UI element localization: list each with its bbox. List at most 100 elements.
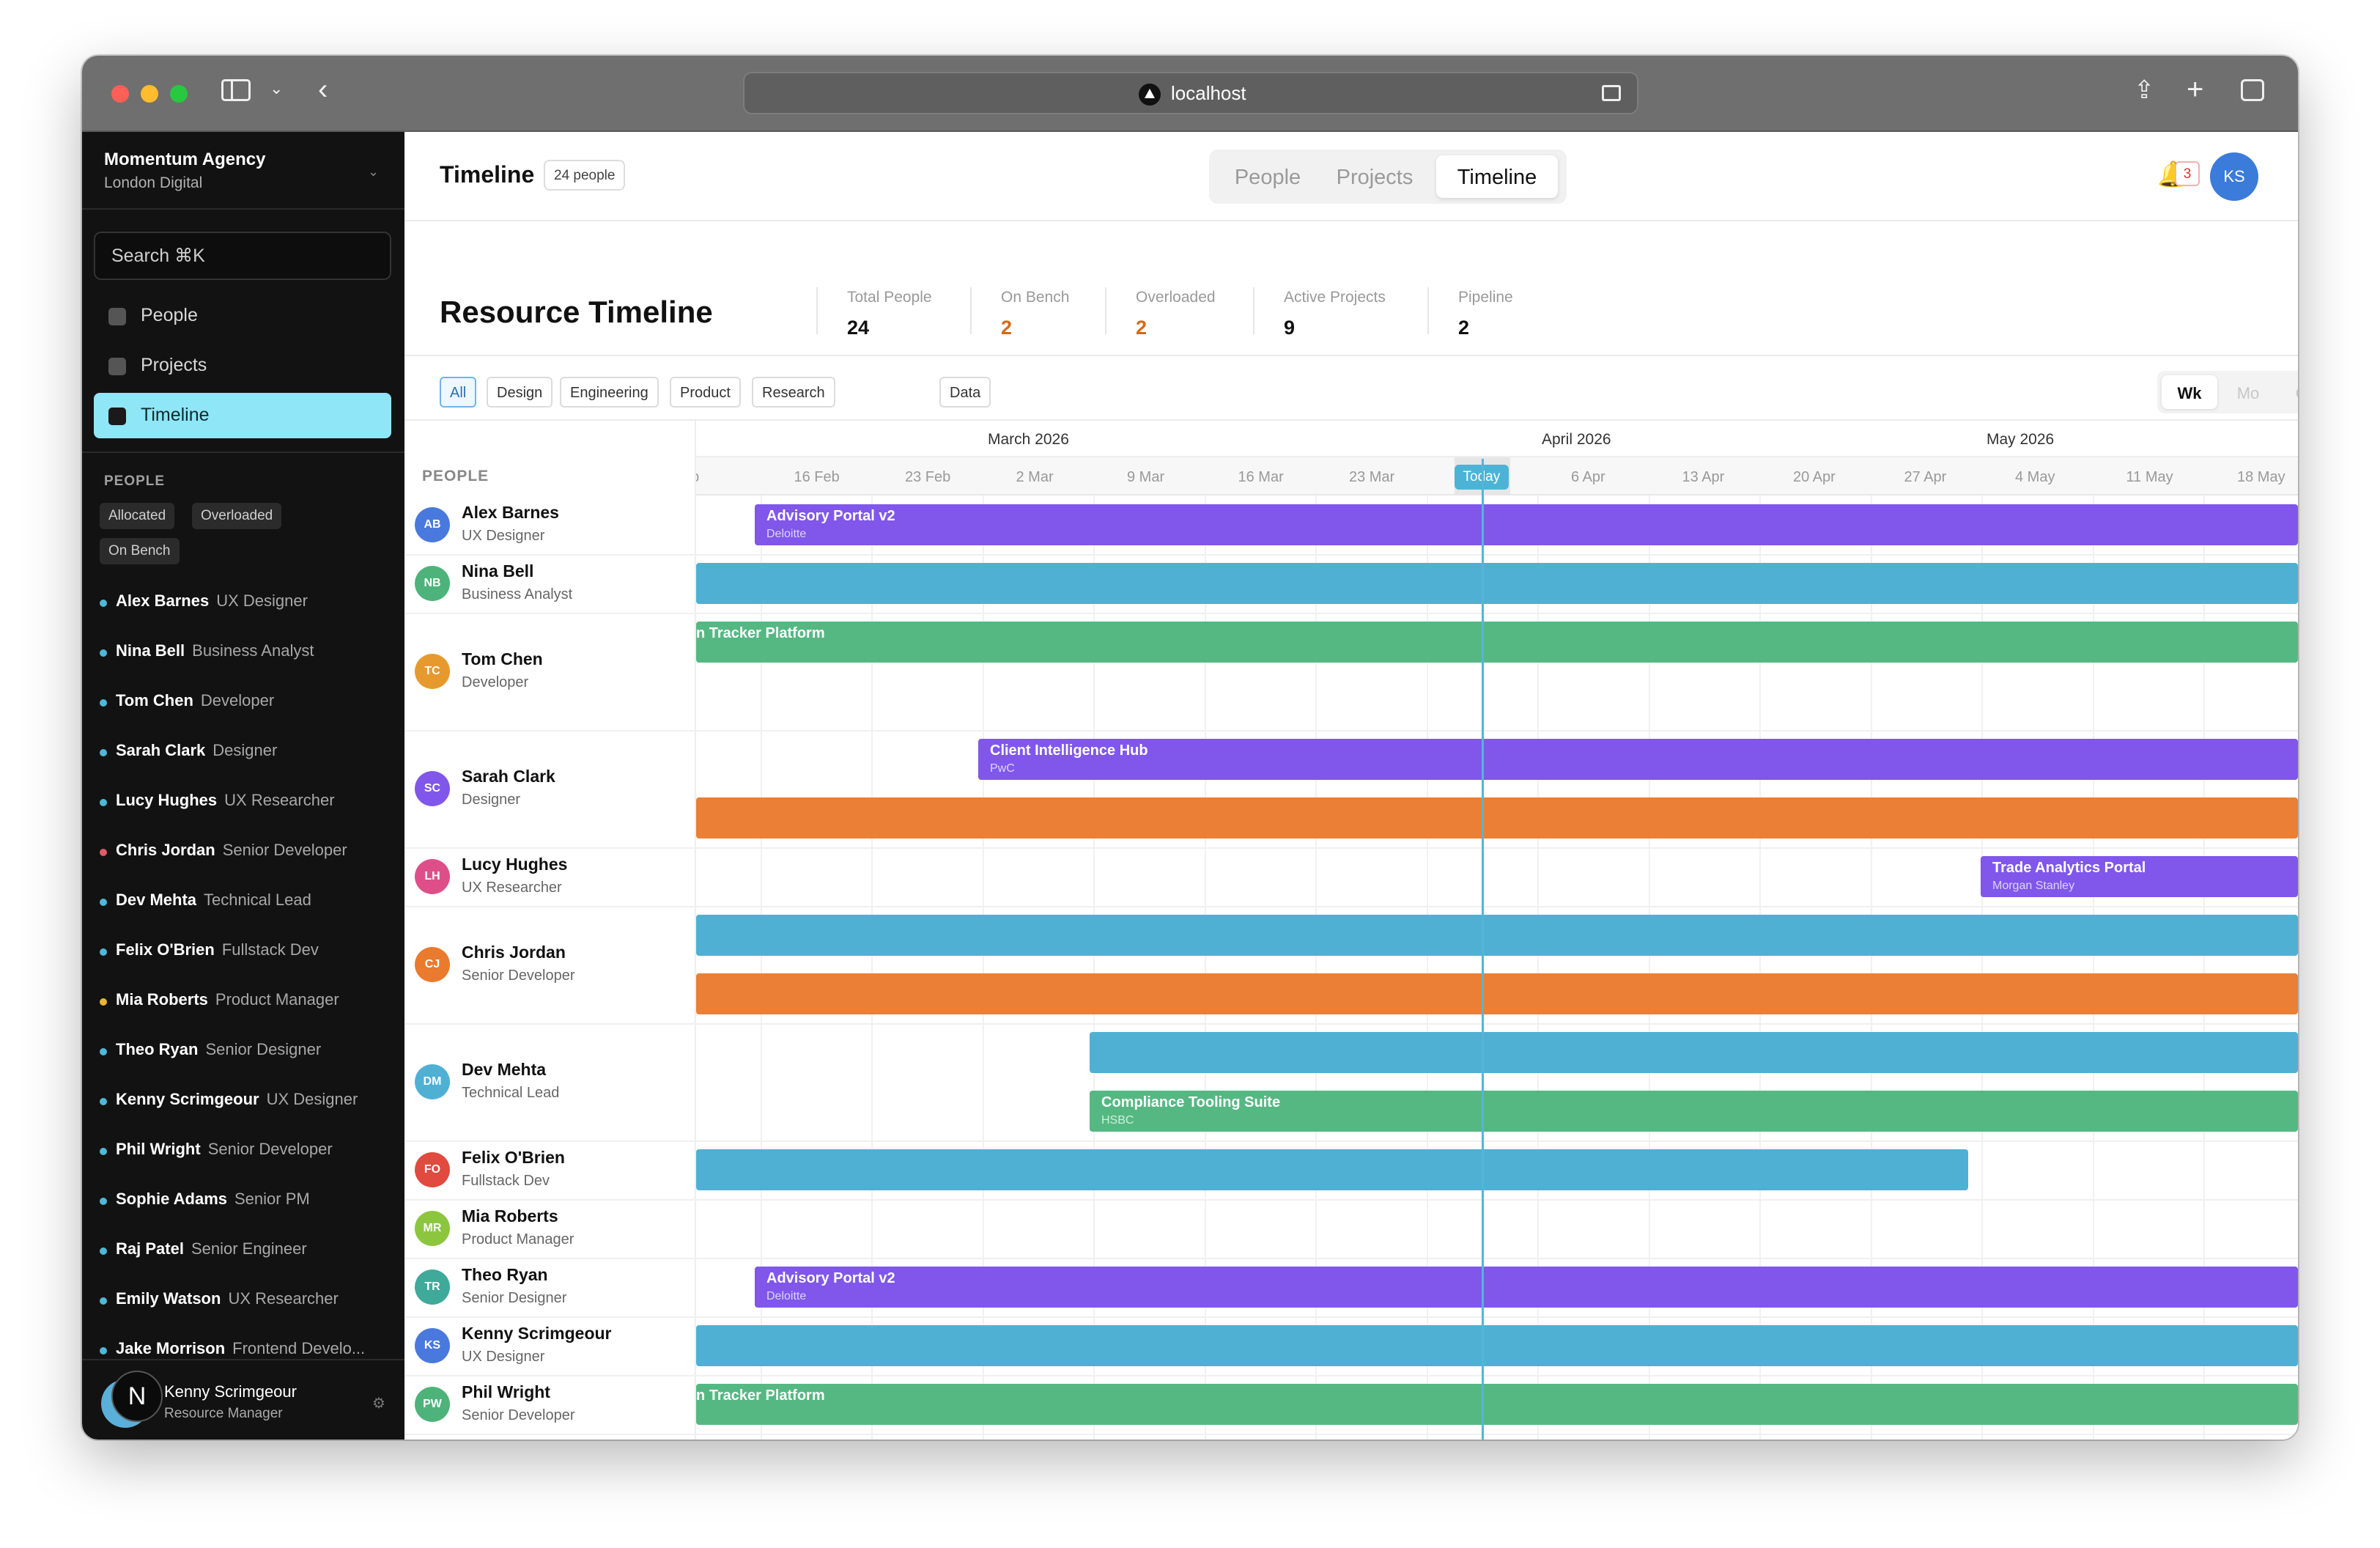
org-name[interactable]: Momentum Agency (104, 150, 266, 169)
timeline-person-name[interactable]: Dev Mehta (462, 1060, 547, 1079)
maximize-window-button[interactable] (170, 85, 188, 103)
allocation-bar[interactable] (1090, 1032, 2298, 1073)
avatar[interactable]: TC (415, 654, 450, 689)
avatar[interactable]: DM (415, 1064, 450, 1099)
timeline-person-name[interactable]: Tom Chen (462, 649, 543, 668)
allocation-bar[interactable]: Client Intelligence Hub PwC (978, 739, 2298, 780)
org-switcher-chevron-icon[interactable]: ⌄ (368, 164, 380, 179)
timeline-person-role: Designer (462, 792, 521, 808)
status-dot (100, 1347, 107, 1354)
row-divider (404, 1199, 696, 1201)
person-role: Frontend Develo... (232, 1339, 366, 1357)
avatar[interactable]: KS (2210, 152, 2258, 201)
allocation-bar[interactable] (696, 1149, 1968, 1190)
allocation-bar[interactable]: Compliance Tooling Suite HSBC (1090, 1091, 2298, 1132)
zoom-quarter[interactable]: Qtr (2279, 375, 2298, 409)
sidebar-person-name: Lucy Hughes UX Researcher (116, 791, 335, 810)
allocation-bar[interactable] (696, 797, 2298, 838)
timeline-person-name[interactable]: Theo Ryan (462, 1265, 548, 1284)
allocation-bar[interactable]: Advisory Portal v2 Deloitte (755, 504, 2298, 545)
person-name: Sarah Clark (116, 741, 206, 759)
new-tab-icon[interactable]: + (2187, 73, 2204, 106)
gear-icon[interactable]: ⚙ (372, 1396, 385, 1412)
chevron-down-icon[interactable]: ⌄ (270, 79, 284, 97)
allocation-bar[interactable]: n Tracker Platform (696, 1384, 2298, 1425)
timeline-person-name[interactable]: Chris Jordan (462, 943, 566, 962)
filter-design[interactable]: Design (487, 377, 553, 408)
filter-product[interactable]: Product (670, 377, 741, 408)
filter-data[interactable]: Data (939, 377, 991, 408)
allocation-bar[interactable]: n Tracker Platform (696, 622, 2298, 663)
filter-engineering[interactable]: Engineering (560, 377, 659, 408)
timeline-person-role: UX Designer (462, 528, 545, 544)
avatar[interactable]: MR (415, 1211, 450, 1246)
grid-line (1315, 495, 1318, 1440)
tabs-overview-icon[interactable] (2241, 79, 2264, 101)
back-arrow-icon[interactable]: ‹ (318, 73, 328, 106)
month-label: May 2026 (1987, 431, 2055, 448)
zoom-week[interactable]: Wk (2162, 375, 2217, 409)
week-label: 27 Apr (1904, 469, 1947, 485)
minimize-window-button[interactable] (141, 85, 158, 103)
status-dot (100, 849, 107, 856)
tab-timeline[interactable]: Timeline (1436, 155, 1558, 198)
sidebar-toggle-icon[interactable] (221, 79, 251, 101)
timeline-person-role: UX Researcher (462, 880, 562, 896)
avatar[interactable]: PW (415, 1387, 450, 1422)
person-name: Felix O'Brien (116, 940, 215, 959)
grid-line (871, 495, 873, 1440)
reader-mode-icon[interactable] (1602, 85, 1621, 101)
zoom-month[interactable]: Mo (2236, 384, 2260, 402)
filter-allocated[interactable]: Allocated (100, 503, 175, 529)
avatar[interactable]: KS (415, 1328, 450, 1363)
stat-label: Total People (847, 289, 932, 306)
filter-overloaded[interactable]: Overloaded (192, 503, 282, 529)
allocation-bar[interactable] (696, 973, 2298, 1014)
filter-on-bench[interactable]: On Bench (100, 538, 180, 564)
avatar[interactable]: FO (415, 1152, 450, 1187)
person-name: Dev Mehta (116, 891, 197, 909)
tab-projects[interactable]: Projects (1336, 166, 1413, 189)
timeline-person-name[interactable]: Phil Wright (462, 1382, 550, 1401)
projects-nav-icon (108, 358, 126, 375)
avatar[interactable]: NB (415, 566, 450, 601)
row-divider (404, 1316, 696, 1318)
notification-count-badge[interactable]: 3 (2175, 161, 2200, 186)
allocation-bar[interactable] (696, 915, 2298, 956)
person-name: Kenny Scrimgeour (116, 1090, 259, 1108)
timeline-person-name[interactable]: Nina Bell (462, 561, 534, 580)
timeline-person-name[interactable]: Sarah Clark (462, 767, 555, 786)
timeline-person-name[interactable]: Felix O'Brien (462, 1148, 565, 1167)
avatar[interactable]: LH (415, 859, 450, 894)
people-section-label: PEOPLE (104, 473, 166, 489)
search-input[interactable]: Search ⌘K (94, 232, 391, 280)
filter-research[interactable]: Research (752, 377, 835, 408)
row-divider (404, 1140, 696, 1142)
tab-people[interactable]: People (1234, 166, 1301, 189)
avatar[interactable]: AB (415, 507, 450, 542)
row-divider (404, 1258, 696, 1259)
close-window-button[interactable] (111, 85, 129, 103)
allocation-bar[interactable]: Advisory Portal v2 Deloitte (755, 1267, 2298, 1308)
timeline-person-role: Fullstack Dev (462, 1173, 550, 1189)
status-dot (100, 699, 107, 707)
avatar[interactable]: CJ (415, 947, 450, 982)
avatar[interactable]: TR (415, 1269, 450, 1305)
sidebar-divider (82, 452, 404, 453)
filter-divider (404, 419, 2298, 421)
share-icon[interactable]: ⇪ (2134, 76, 2155, 104)
sidebar-nav-projects[interactable]: Projects (94, 343, 391, 388)
timeline-person-name[interactable]: Alex Barnes (462, 503, 559, 522)
nextjs-badge-icon[interactable]: N (111, 1371, 163, 1422)
sidebar-nav-timeline[interactable]: Timeline (94, 393, 391, 438)
sidebar-nav-people[interactable]: People (94, 293, 391, 339)
filter-all[interactable]: All (440, 377, 477, 408)
address-bar[interactable]: localhost (743, 72, 1638, 114)
timeline-person-name[interactable]: Mia Roberts (462, 1206, 558, 1226)
avatar[interactable]: SC (415, 771, 450, 806)
allocation-bar[interactable] (696, 1325, 2298, 1366)
allocation-bar[interactable] (696, 563, 2298, 604)
timeline-person-name[interactable]: Kenny Scrimgeour (462, 1324, 612, 1343)
allocation-bar[interactable]: Trade Analytics Portal Morgan Stanley (1981, 856, 2298, 897)
timeline-person-name[interactable]: Lucy Hughes (462, 855, 568, 874)
